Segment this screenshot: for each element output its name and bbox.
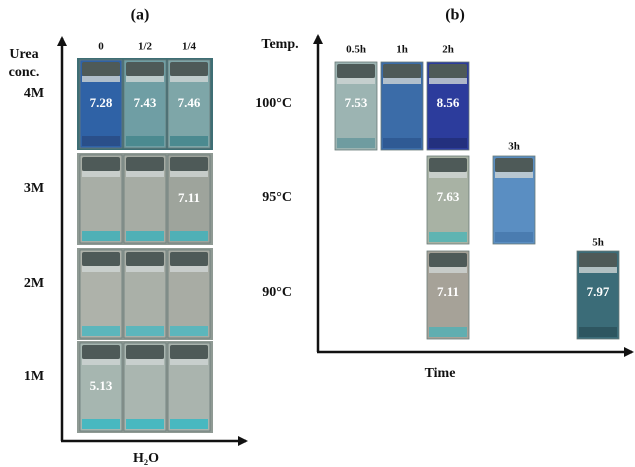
axis-title: conc. <box>9 65 40 80</box>
vial-cap <box>126 157 164 171</box>
row-label: 100°C <box>255 96 292 111</box>
vial-bottom <box>429 327 467 337</box>
vial-bottom <box>383 138 421 148</box>
column-header: 3h <box>508 141 520 153</box>
vial-bottom <box>82 231 120 241</box>
vial-bottom <box>579 327 617 337</box>
vial-neck <box>126 171 164 177</box>
ph-reading: 7.11 <box>437 284 459 299</box>
ph-reading: 7.11 <box>178 190 200 205</box>
column-header: 1/2 <box>138 41 153 53</box>
vial-cap <box>82 252 120 266</box>
vial-cap <box>429 158 467 172</box>
vial-cap <box>429 253 467 267</box>
vial-neck <box>126 76 164 82</box>
row-label: 95°C <box>262 190 292 205</box>
axis-title: H₂O <box>133 451 159 466</box>
vial-neck <box>383 78 421 84</box>
column-header: 0 <box>98 41 104 53</box>
vial-neck <box>429 267 467 273</box>
row-label: 90°C <box>262 285 292 300</box>
vial-neck <box>126 359 164 365</box>
vial-bottom <box>82 419 120 429</box>
axis-title: Temp. <box>261 37 298 52</box>
vial-bottom <box>82 326 120 336</box>
column-header: 1h <box>396 44 408 56</box>
row-label: 2M <box>24 276 44 291</box>
row-label: 1M <box>24 369 44 384</box>
row-label: 4M <box>24 86 44 101</box>
ph-reading: 7.63 <box>437 189 460 204</box>
ph-reading: 8.56 <box>437 95 460 110</box>
vial-cap <box>126 252 164 266</box>
vial-cap <box>170 157 208 171</box>
vial-neck <box>82 359 120 365</box>
vial-cap <box>495 158 533 172</box>
vial-cap <box>170 62 208 76</box>
column-header: 1/4 <box>182 41 197 53</box>
vial-bottom <box>429 232 467 242</box>
vial-neck <box>82 171 120 177</box>
vial-neck <box>429 172 467 178</box>
axis-title: Time <box>425 366 456 381</box>
vial-neck <box>170 171 208 177</box>
column-header: 5h <box>592 237 604 249</box>
vial-neck <box>82 266 120 272</box>
vial-cap <box>82 345 120 359</box>
ph-reading: 7.46 <box>178 95 201 110</box>
column-header: 2h <box>442 44 454 56</box>
vial-bottom <box>126 326 164 336</box>
vial-bottom <box>126 231 164 241</box>
vial-neck <box>429 78 467 84</box>
vial-cap <box>383 64 421 78</box>
vial-cap <box>429 64 467 78</box>
vial-neck <box>170 266 208 272</box>
vial-bottom <box>495 232 533 242</box>
panel-label: (a) <box>131 7 150 24</box>
ph-reading: 7.43 <box>134 95 157 110</box>
vial-neck <box>579 267 617 273</box>
vial-cap <box>82 157 120 171</box>
vial-bottom <box>170 326 208 336</box>
vial-bottom <box>126 136 164 146</box>
vial-neck <box>337 78 375 84</box>
vial-cap <box>82 62 120 76</box>
vial-cap <box>337 64 375 78</box>
vial-neck <box>170 76 208 82</box>
vial-neck <box>82 76 120 82</box>
vial-bottom <box>170 419 208 429</box>
ph-reading: 7.28 <box>90 95 113 110</box>
ph-reading: 5.13 <box>90 378 113 393</box>
vial-bottom <box>126 419 164 429</box>
vial-neck <box>495 172 533 178</box>
row-label: 3M <box>24 181 44 196</box>
vial-bottom <box>170 136 208 146</box>
vial-cap <box>170 345 208 359</box>
vial-bottom <box>170 231 208 241</box>
panel-label: (b) <box>445 7 465 24</box>
vial-cap <box>126 345 164 359</box>
vial-cap <box>170 252 208 266</box>
vial-bottom <box>337 138 375 148</box>
ph-reading: 7.97 <box>587 284 610 299</box>
axis-title: Urea <box>9 47 38 62</box>
column-header: 0.5h <box>346 44 366 56</box>
vial-bottom <box>82 136 120 146</box>
ph-reading: 7.53 <box>345 95 368 110</box>
vial-neck <box>126 266 164 272</box>
vial-cap <box>126 62 164 76</box>
vial-cap <box>579 253 617 267</box>
vials <box>77 58 620 433</box>
vial-neck <box>170 359 208 365</box>
vial-bottom <box>429 138 467 148</box>
